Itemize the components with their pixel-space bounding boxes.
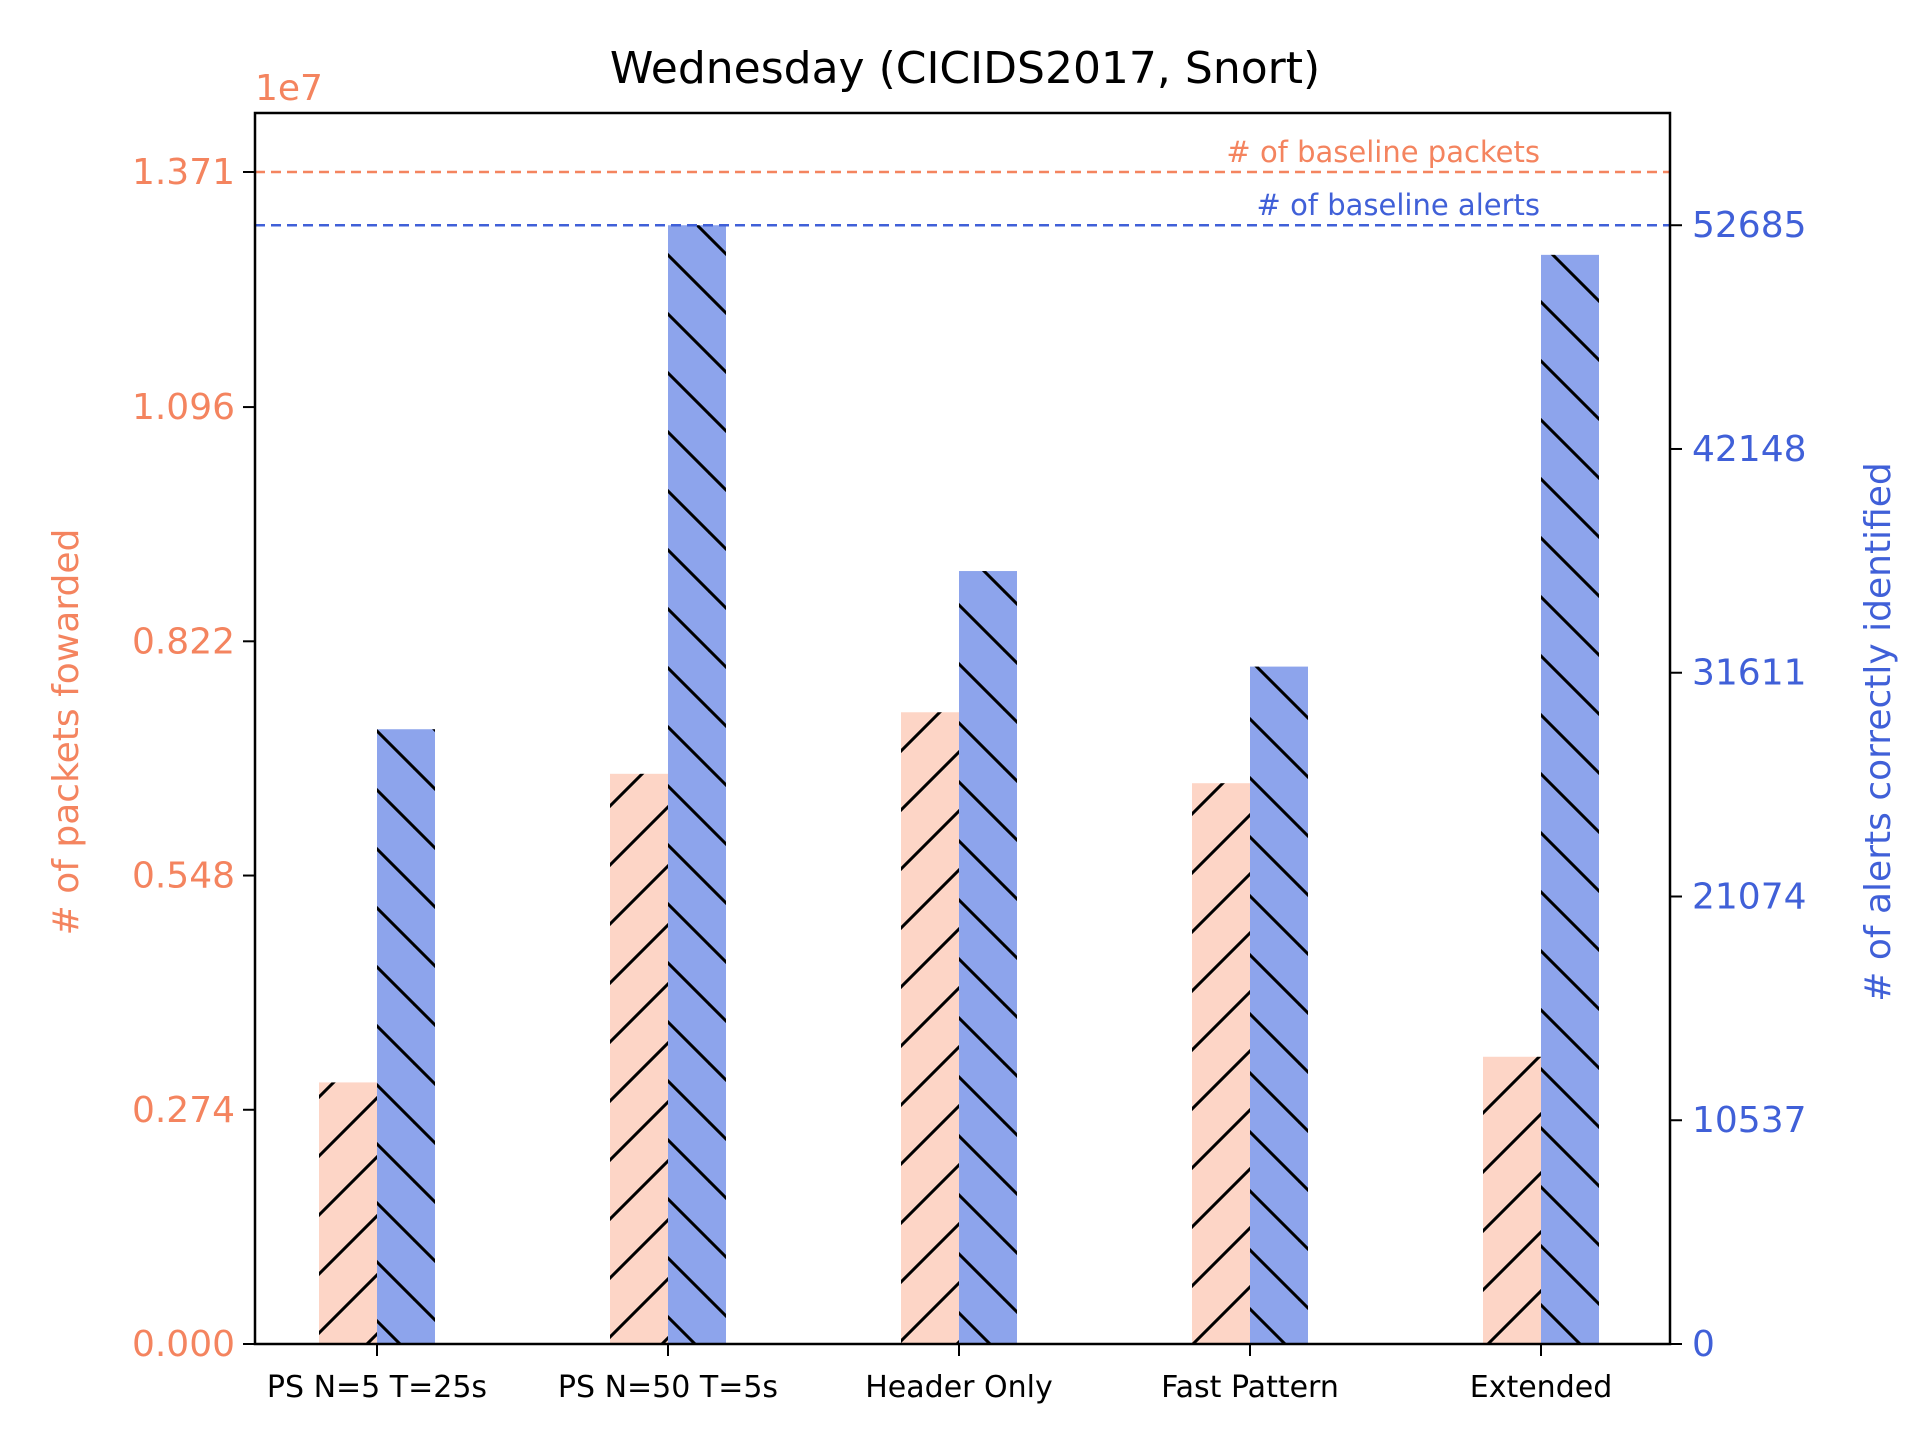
reference-lines-group: # of baseline packets # of baseline alert… bbox=[255, 135, 1670, 227]
x-tick-label-0: PS N=5 T=25s bbox=[267, 1370, 487, 1405]
chart-title: Wednesday (CICIDS2017, Snort) bbox=[610, 43, 1320, 94]
plot-frame bbox=[253, 111, 1672, 1346]
left-tick-label-1: 0.274 bbox=[132, 1090, 235, 1131]
bar-hatch-right-2 bbox=[959, 571, 1017, 1344]
bar-hatch-right-0 bbox=[377, 729, 435, 1344]
x-tick-label-4: Extended bbox=[1470, 1370, 1613, 1405]
x-tick-label-3: Fast Pattern bbox=[1161, 1370, 1339, 1405]
left-tick-label-5: 1.371 bbox=[132, 152, 235, 193]
axes-group: 0.000 0.274 0.548 0.822 1.096 1.371 0 10537 2107… bbox=[132, 111, 1807, 1405]
left-tick-label-3: 0.822 bbox=[132, 621, 235, 662]
right-tick-label-0: 0 bbox=[1692, 1324, 1715, 1365]
bar-hatch-left-2 bbox=[901, 712, 959, 1344]
left-tick-label-0: 0.000 bbox=[132, 1324, 235, 1365]
bar-hatch-left-3 bbox=[1192, 783, 1250, 1344]
right-tick-label-4: 42148 bbox=[1692, 429, 1807, 470]
x-tick-label-2: Header Only bbox=[865, 1370, 1053, 1405]
left-axis-offset-text: 1e7 bbox=[255, 68, 323, 109]
bar-hatch-left-0 bbox=[319, 1082, 377, 1344]
reference-line-label-0: # of baseline packets bbox=[1226, 135, 1540, 169]
right-tick-label-1: 10537 bbox=[1692, 1100, 1807, 1141]
right-tick-label-3: 31611 bbox=[1692, 653, 1807, 694]
bar-hatch-left-4 bbox=[1483, 1056, 1541, 1344]
left-axis-label: # of packets fowarded bbox=[46, 529, 87, 936]
right-tick-label-5: 52685 bbox=[1692, 205, 1807, 246]
left-tick-label-2: 0.548 bbox=[132, 856, 235, 897]
bar-hatch-right-4 bbox=[1541, 254, 1599, 1345]
left-tick-label-4: 1.096 bbox=[132, 387, 235, 428]
bar-hatch-right-1 bbox=[668, 225, 726, 1344]
right-tick-label-2: 21074 bbox=[1692, 876, 1807, 917]
bar-hatch-right-3 bbox=[1250, 666, 1308, 1344]
bars-group bbox=[319, 225, 1599, 1345]
right-axis-label: # of alerts correctly identified bbox=[1858, 462, 1899, 1002]
reference-line-label-1: # of baseline alerts bbox=[1257, 188, 1540, 222]
bar-hatch-left-1 bbox=[610, 773, 668, 1344]
x-tick-label-1: PS N=50 T=5s bbox=[558, 1370, 778, 1405]
